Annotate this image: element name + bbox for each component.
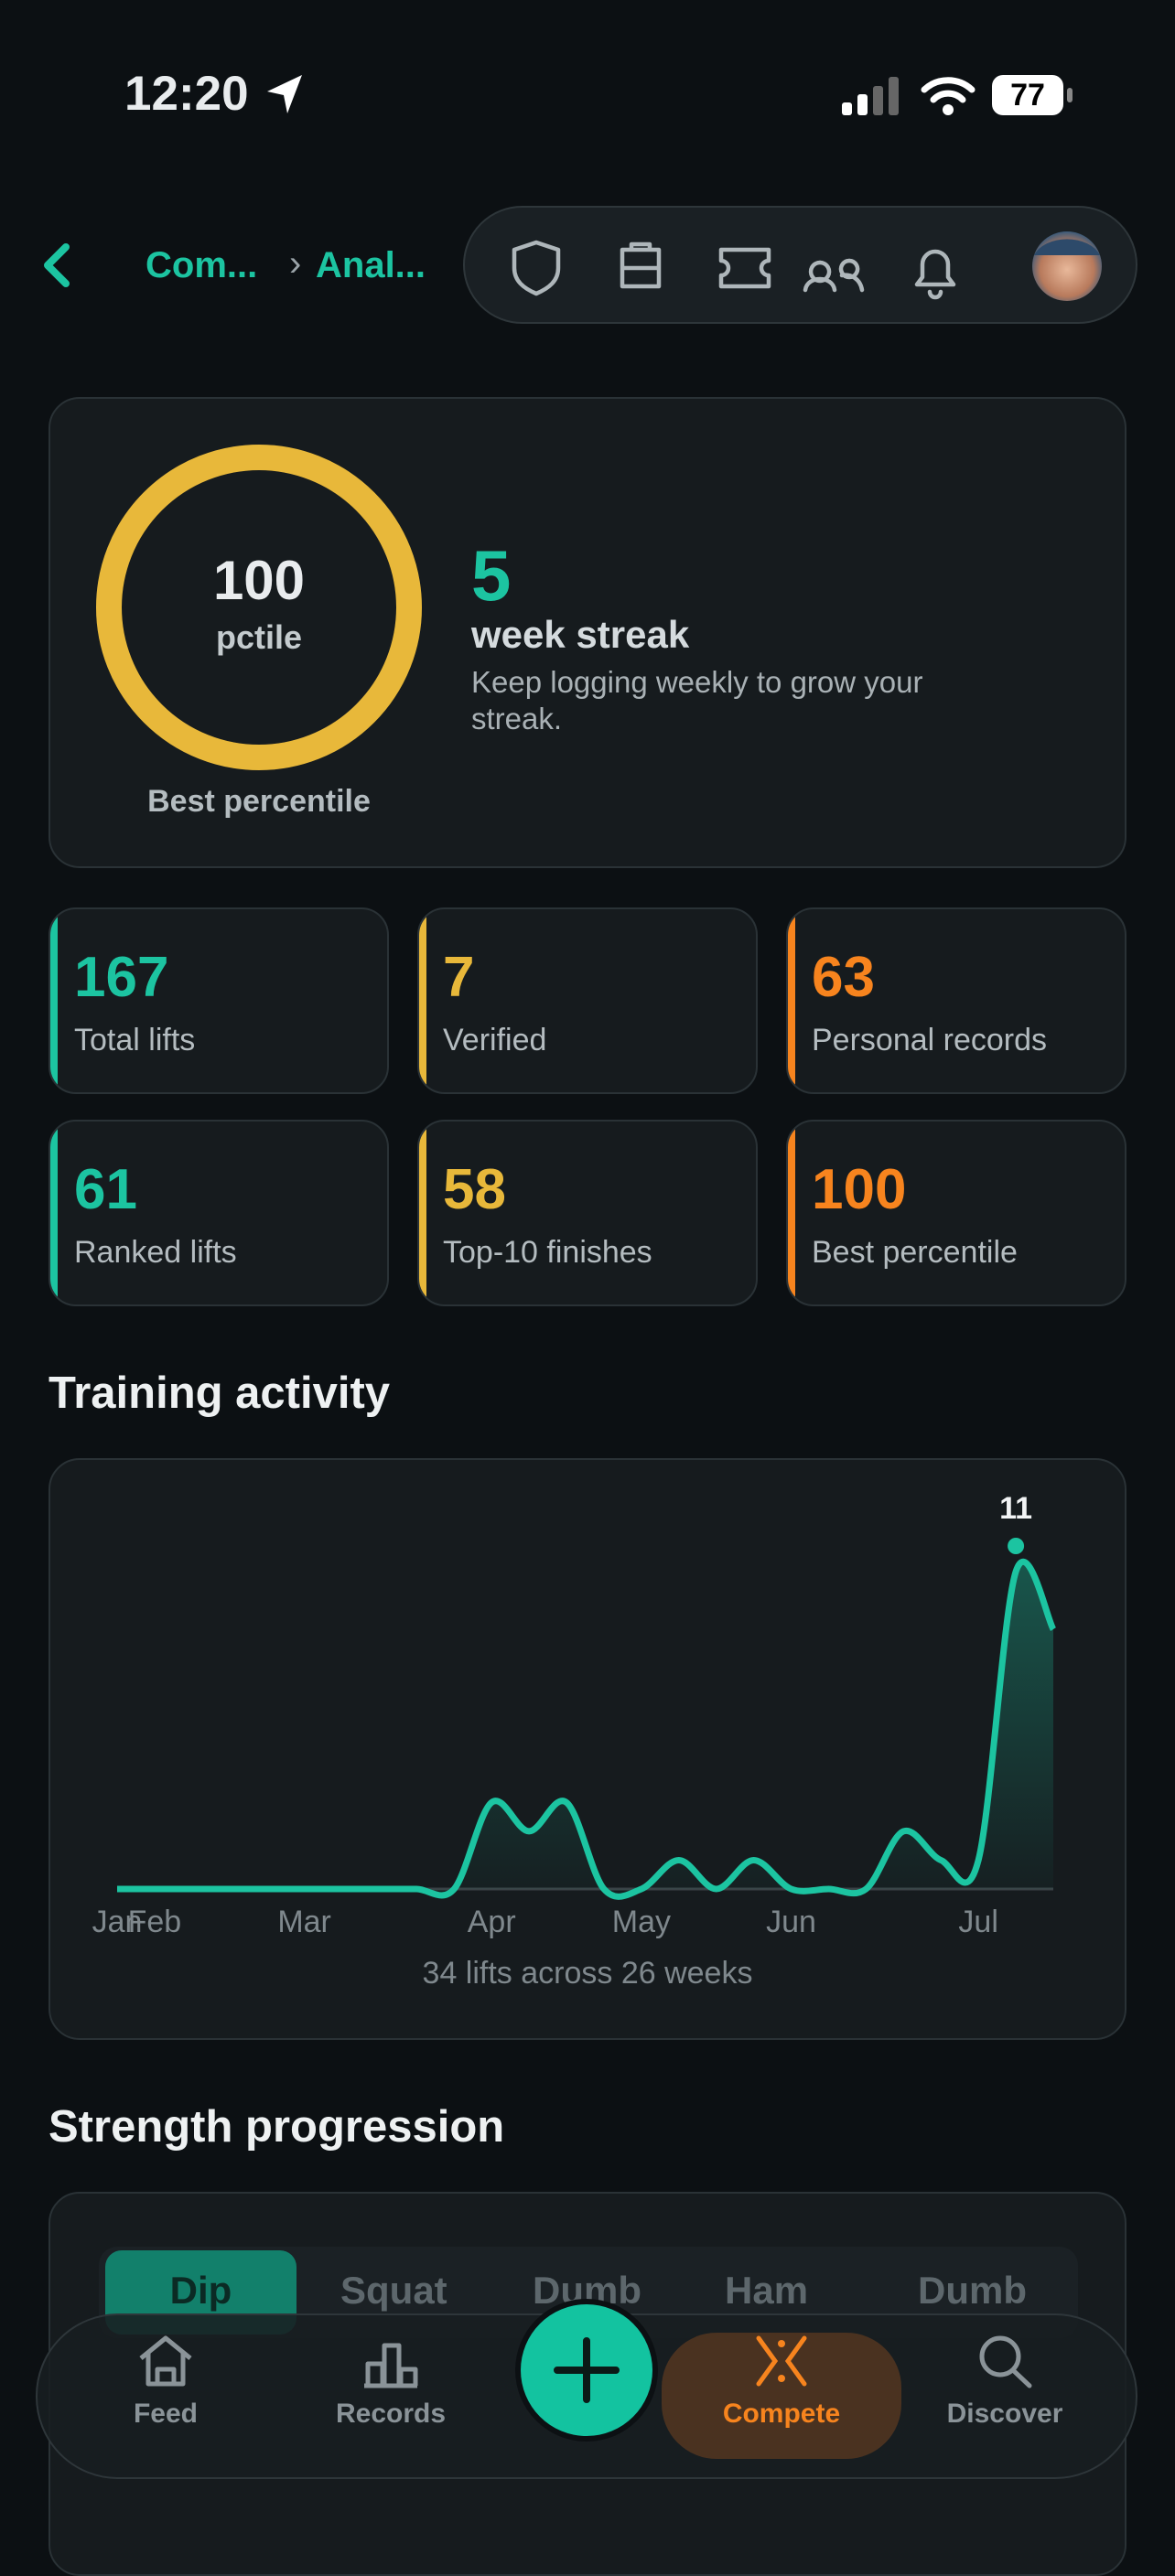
streak-label: week streak [471, 613, 690, 656]
x-tick-label: Jan [92, 1905, 143, 1939]
battery: 77 [992, 75, 1063, 115]
icon-bar [463, 206, 1137, 324]
tab[interactable]: Dumb [918, 2269, 1027, 2312]
nav-label: Feed [133, 2399, 199, 2429]
status-time: 12:20 [124, 67, 249, 121]
stat-value: 167 [74, 946, 169, 1009]
peak-label: 11 [999, 1491, 1032, 1526]
nav-item[interactable]: Discover [913, 2331, 1096, 2430]
x-tick-label: Jun [766, 1905, 816, 1939]
ticket-icon[interactable] [718, 247, 771, 289]
location-icon [267, 75, 302, 113]
shield-icon[interactable] [512, 240, 561, 296]
back-button[interactable] [40, 243, 73, 287]
stat-tile: 63 Personal records [786, 907, 1126, 1094]
summary-card [49, 397, 1126, 868]
x-tick-label: May [612, 1905, 671, 1939]
stat-label: Verified [443, 1023, 547, 1057]
stat-label: Top-10 finishes [443, 1235, 652, 1270]
streak-hint: Keep logging weekly to grow your streak. [471, 665, 923, 735]
streak-value: 5 [471, 535, 512, 616]
x-tick-label: Jul [958, 1905, 997, 1939]
percentile-unit: pctile [215, 618, 303, 656]
stat-value: 63 [812, 946, 875, 1009]
signal-icon [842, 77, 899, 115]
stat-value: 58 [443, 1158, 506, 1221]
friends-icon[interactable] [803, 258, 865, 293]
section-title: Training activity [49, 1368, 391, 1418]
tab[interactable]: Squat [340, 2269, 447, 2312]
x-tick-label: Apr [468, 1905, 516, 1939]
tab[interactable]: Ham [725, 2269, 809, 2312]
ring-progress [96, 445, 422, 770]
nav-label: Records [335, 2399, 447, 2429]
icon-bar-icons [512, 231, 1102, 301]
stat-value: 7 [443, 946, 475, 1009]
stat-label: Total lifts [74, 1023, 196, 1057]
breadcrumb-separator: › [289, 243, 302, 284]
tab[interactable]: Dip [169, 2269, 232, 2312]
stat-tile: 61 Ranked lifts [49, 1120, 389, 1306]
nav-active-pill [662, 2333, 901, 2459]
peak-dot [1008, 1538, 1025, 1554]
stat-tile: 167 Total lifts [49, 907, 389, 1094]
percentile-ring [96, 445, 422, 770]
stat-tile: 7 Verified [417, 907, 758, 1094]
bell-icon[interactable] [914, 249, 956, 300]
nav-item[interactable]: Compete [690, 2331, 873, 2430]
percentile-value: 100 [212, 550, 306, 611]
battery-tip [1067, 88, 1073, 102]
breadcrumb[interactable]: Anal... [316, 245, 426, 285]
stat-tile: 100 Best percentile [786, 1120, 1126, 1306]
breadcrumb[interactable]: Com... [146, 245, 258, 285]
chart-caption: 34 lifts across 26 weeks [422, 1956, 753, 1991]
avatar-cap [1034, 239, 1100, 255]
stat-label: Personal records [812, 1023, 1048, 1057]
percentile-label: Best percentile [147, 784, 371, 819]
wifi-icon [921, 77, 976, 115]
x-tick-label: Mar [277, 1905, 331, 1939]
nav-label: Compete [722, 2399, 841, 2429]
nav-label: Discover [946, 2399, 1063, 2429]
add-button[interactable] [521, 2304, 652, 2436]
stat-tile: 58 Top-10 finishes [417, 1120, 758, 1306]
stat-value: 100 [812, 1158, 907, 1221]
section-title: Strength progression [49, 2102, 505, 2152]
x-tick-label: Feb [128, 1905, 182, 1939]
store-icon[interactable] [620, 242, 662, 289]
activity-line [116, 1558, 1057, 1900]
activity-card [49, 1458, 1126, 2040]
nav-item[interactable]: Feed [74, 2331, 257, 2430]
stat-label: Ranked lifts [74, 1235, 237, 1270]
stat-label: Best percentile [812, 1235, 1018, 1270]
stat-value: 61 [74, 1158, 137, 1221]
nav-item[interactable]: Records [299, 2331, 482, 2430]
